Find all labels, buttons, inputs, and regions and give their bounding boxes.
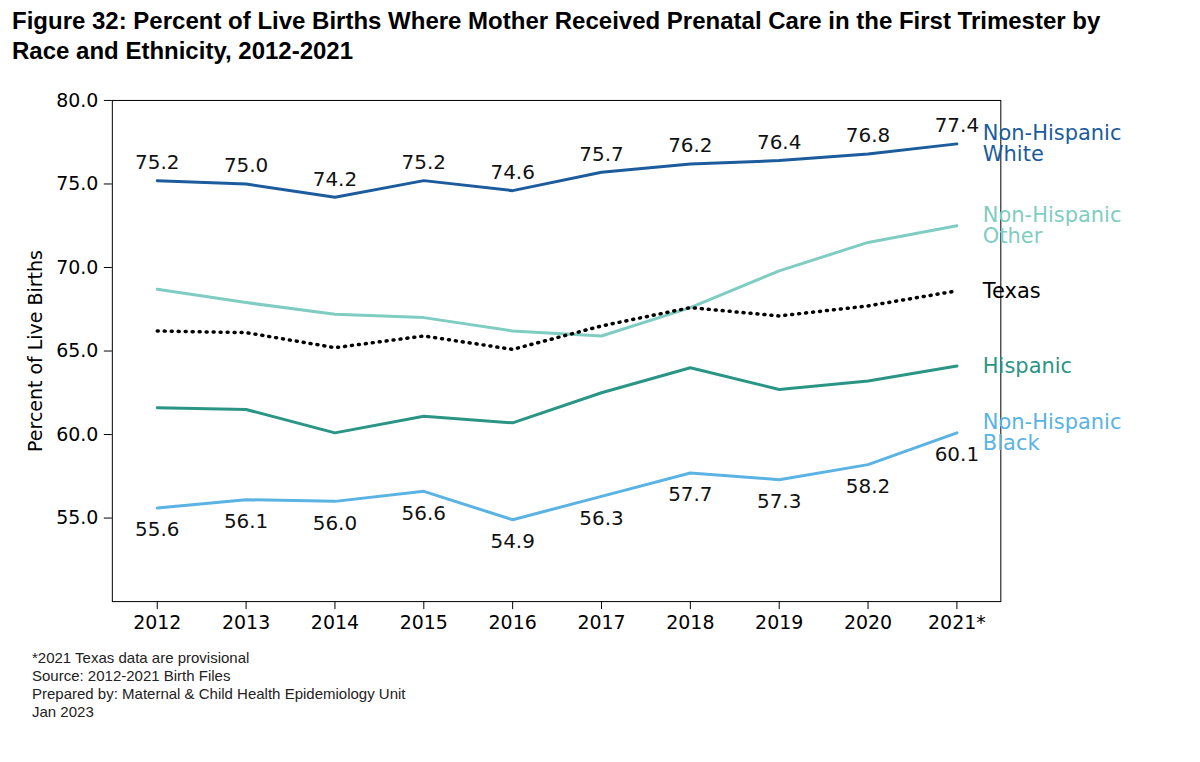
svg-text:74.6: 74.6 — [490, 160, 534, 184]
svg-text:2016: 2016 — [489, 611, 537, 633]
svg-text:Non-HispanicBlack: Non-HispanicBlack — [983, 410, 1122, 455]
svg-text:2014: 2014 — [311, 611, 359, 633]
svg-text:2015: 2015 — [400, 611, 448, 633]
svg-text:2017: 2017 — [577, 611, 625, 633]
svg-text:2013: 2013 — [222, 611, 270, 633]
svg-text:80.0: 80.0 — [56, 89, 98, 111]
svg-text:60.0: 60.0 — [56, 423, 98, 445]
svg-text:Hispanic: Hispanic — [983, 354, 1072, 378]
svg-text:74.2: 74.2 — [313, 167, 357, 191]
svg-text:57.7: 57.7 — [668, 482, 712, 506]
html-text:*2021 Texas data are provision: *2021 Texas data are provisional — [32, 649, 250, 666]
svg-text:58.2: 58.2 — [846, 474, 890, 498]
svg-text:2012: 2012 — [133, 611, 181, 633]
svg-text:65.0: 65.0 — [56, 339, 98, 361]
svg-text:54.9: 54.9 — [490, 529, 534, 553]
html-text:Source: 2012-2021 Birth Files: Source: 2012-2021 Birth Files — [32, 667, 231, 684]
svg-text:77.4: 77.4 — [935, 113, 979, 137]
html-text:Figure 32: Percent of Live Bir: Figure 32: Percent of Live Births Where … — [12, 7, 1101, 64]
svg-text:55.6: 55.6 — [135, 517, 179, 541]
svg-text:Percent of Live Births: Percent of Live Births — [24, 250, 46, 452]
svg-text:56.6: 56.6 — [402, 501, 446, 525]
svg-text:2018: 2018 — [666, 611, 714, 633]
svg-text:75.7: 75.7 — [579, 142, 623, 166]
svg-text:56.3: 56.3 — [579, 506, 623, 530]
svg-text:2021*: 2021* — [928, 611, 986, 633]
svg-text:56.0: 56.0 — [313, 511, 357, 535]
svg-text:75.2: 75.2 — [135, 150, 179, 174]
svg-text:56.1: 56.1 — [224, 509, 268, 533]
svg-text:76.4: 76.4 — [757, 130, 801, 154]
svg-text:Non-HispanicOther: Non-HispanicOther — [983, 203, 1122, 248]
html-text:Jan 2023: Jan 2023 — [32, 703, 94, 720]
svg-text:75.0: 75.0 — [56, 172, 98, 194]
svg-text:76.2: 76.2 — [668, 133, 712, 157]
html-text:Prepared by: Maternal & Child: Prepared by: Maternal & Child Health Epi… — [32, 685, 406, 702]
svg-text:55.0: 55.0 — [56, 506, 98, 528]
svg-text:76.8: 76.8 — [846, 123, 890, 147]
svg-text:57.3: 57.3 — [757, 489, 801, 513]
svg-text:70.0: 70.0 — [56, 256, 98, 278]
svg-text:Texas: Texas — [982, 279, 1041, 303]
svg-text:75.0: 75.0 — [224, 153, 268, 177]
svg-text:60.1: 60.1 — [935, 442, 979, 466]
svg-text:75.2: 75.2 — [402, 150, 446, 174]
svg-text:Non-HispanicWhite: Non-HispanicWhite — [983, 121, 1122, 166]
svg-text:2020: 2020 — [844, 611, 892, 633]
svg-text:2019: 2019 — [755, 611, 803, 633]
